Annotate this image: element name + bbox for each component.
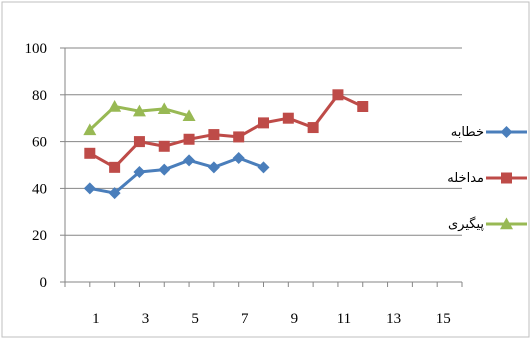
x-tick-label: 7	[241, 311, 249, 327]
data-point	[182, 109, 196, 122]
y-tick-label: 40	[32, 181, 47, 197]
legend-marker	[500, 217, 513, 230]
data-point	[109, 161, 121, 173]
y-tick-label: 80	[32, 88, 47, 104]
data-point	[132, 104, 146, 117]
x-tick-label: 11	[337, 311, 351, 327]
data-point	[158, 163, 171, 176]
data-point	[357, 101, 369, 112]
series-3	[83, 100, 196, 136]
y-axis-tick-labels: 0 20 40 60 80 100	[25, 41, 48, 291]
legend: خطابه مداخله پیگیری	[447, 125, 527, 232]
legend-item: مداخله	[447, 171, 527, 186]
data-point	[83, 123, 97, 136]
axes	[60, 47, 463, 287]
data-point	[108, 100, 122, 112]
legend-item: خطابه	[451, 125, 527, 140]
y-tick-label: 60	[32, 135, 47, 151]
data-point	[307, 122, 319, 134]
x-tick-label: 9	[291, 311, 299, 327]
y-tick-label: 20	[32, 228, 47, 244]
legend-label: پیگیری	[448, 216, 484, 232]
series-2	[84, 89, 369, 173]
x-tick-label: 13	[386, 311, 401, 327]
series-1	[83, 151, 270, 200]
data-point	[183, 154, 196, 167]
x-axis-tick-labels: 1 3 5 7 9 11 13 15	[92, 311, 451, 327]
data-point	[133, 166, 146, 179]
x-tick-label: 15	[436, 311, 451, 327]
series-lines	[83, 89, 369, 200]
legend-item: پیگیری	[448, 216, 527, 232]
data-point	[133, 136, 145, 148]
data-point	[158, 140, 170, 152]
data-point	[282, 112, 294, 124]
legend-label: مداخله	[447, 171, 484, 186]
legend-label: خطابه	[451, 125, 484, 140]
x-tick-label: 1	[92, 311, 100, 327]
data-point	[157, 102, 171, 115]
data-point	[257, 161, 270, 174]
data-point	[207, 161, 220, 174]
data-point	[332, 89, 344, 101]
data-point	[108, 187, 121, 200]
x-tick-label: 5	[191, 311, 199, 327]
y-tick-label: 0	[40, 275, 48, 291]
y-tick-label: 100	[25, 41, 48, 57]
data-point	[83, 182, 96, 195]
data-point	[232, 151, 245, 164]
x-tick-label: 3	[142, 311, 150, 327]
gridlines	[65, 47, 462, 236]
data-point	[183, 133, 195, 145]
data-point	[84, 147, 96, 159]
legend-marker	[501, 172, 512, 184]
data-point	[233, 131, 245, 143]
data-point	[208, 129, 220, 141]
legend-marker	[500, 126, 513, 138]
data-point	[258, 117, 269, 129]
